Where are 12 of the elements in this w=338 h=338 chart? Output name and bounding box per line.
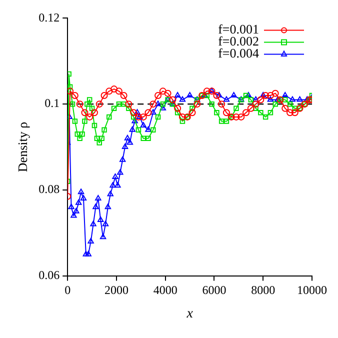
y-tick-label: 0.06: [38, 268, 60, 282]
x-tick-label: 2000: [104, 283, 128, 298]
x-tick-label: 4000: [153, 283, 178, 298]
x-tick-label: 8000: [251, 283, 276, 298]
x-tick-label: 6000: [202, 283, 226, 298]
y-axis-title: Density ρ: [15, 122, 30, 172]
y-tick-label: 0.12: [38, 10, 60, 24]
x-tick-label: 0: [64, 283, 71, 298]
y-tick-label: 0.1: [44, 96, 60, 110]
x-axis-title: x: [186, 306, 194, 322]
y-tick-label: 0.08: [38, 182, 60, 196]
x-tick-label: 10000: [297, 283, 327, 298]
